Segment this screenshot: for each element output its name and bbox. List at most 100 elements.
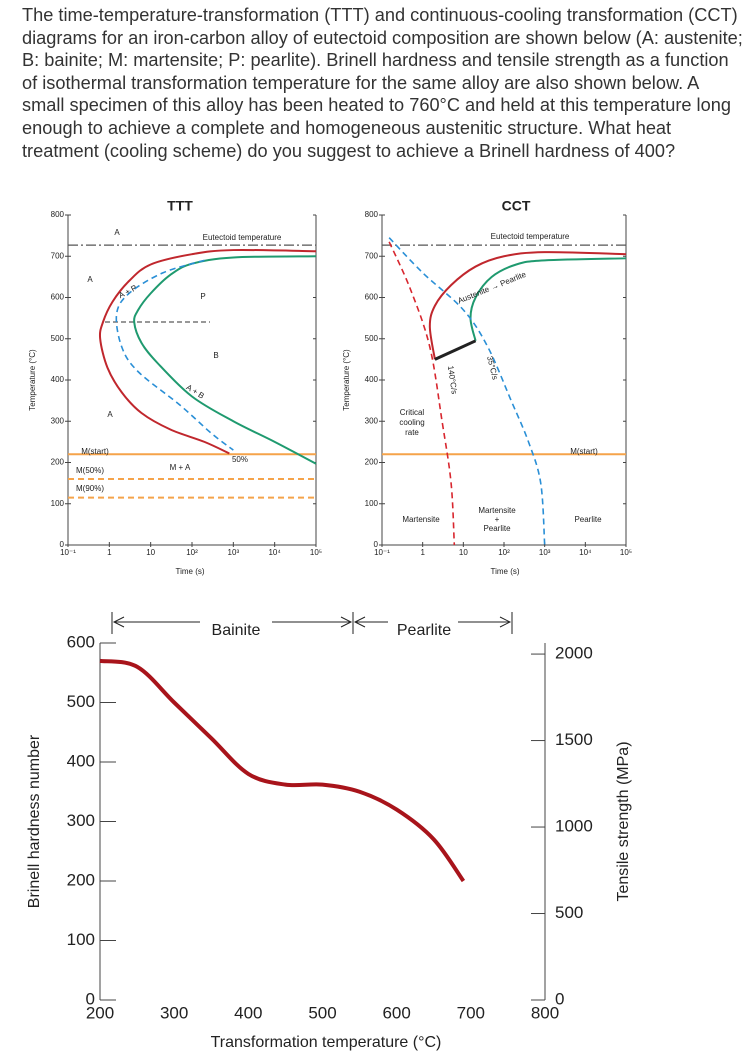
annotation: M(start): [81, 447, 109, 456]
curve: [388, 241, 456, 546]
annotation: B: [213, 351, 218, 360]
x-tick-label: 10⁵: [620, 548, 632, 557]
y-tick-label: 200: [365, 458, 379, 467]
annotation: Austenite → Pearlite: [456, 270, 527, 306]
curve: [469, 257, 627, 342]
x-tick-label: 1: [107, 548, 112, 557]
y-tick-label: 200: [67, 870, 95, 889]
y-tick-label: 800: [365, 210, 379, 219]
question: The time-temperature-transformation (TTT…: [22, 5, 743, 161]
y-tick-label: 600: [365, 293, 379, 302]
x-tick-label: 600: [382, 1003, 410, 1022]
x-tick-label: 700: [457, 1003, 485, 1022]
y-tick-label: 0: [86, 989, 95, 1008]
x-tick-label: 400: [234, 1003, 262, 1022]
annotation: A: [107, 410, 113, 419]
annotation: A + P: [117, 283, 138, 300]
y-tick-label: 600: [51, 293, 65, 302]
annotation: A: [87, 275, 93, 284]
y2-tick-label: 500: [555, 903, 583, 922]
x-tick-label: 1: [420, 548, 425, 557]
x-tick-label: 10: [459, 548, 468, 557]
x-tick-label: 300: [160, 1003, 188, 1022]
curve: [388, 237, 546, 546]
range-label: Bainite: [212, 622, 261, 639]
annotation: M(90%): [76, 484, 104, 493]
curve: [98, 248, 317, 455]
annotation: Eutectoid temperature: [203, 233, 282, 242]
y-tick-label: 800: [51, 210, 65, 219]
y-tick-label: 700: [365, 251, 379, 260]
y2-axis-label: Tensile strength (MPa): [615, 741, 632, 901]
y-tick-label: 500: [365, 334, 379, 343]
x-tick-label: 10: [146, 548, 155, 557]
x-tick-label: 10³: [228, 548, 240, 557]
range-arrows: [111, 612, 513, 634]
annotation: 35°C/s: [485, 355, 500, 381]
y-tick-label: 100: [51, 499, 65, 508]
chart-title: CCT: [502, 198, 531, 214]
x-tick-label: 500: [308, 1003, 336, 1022]
annotation: Martensite: [478, 506, 516, 515]
y-axis-label: Temperature (°C): [28, 349, 37, 411]
y-tick-label: 300: [365, 416, 379, 425]
y-tick-label: 0: [60, 540, 65, 549]
annotation: rate: [405, 428, 419, 437]
x-tick-label: 10³: [539, 548, 551, 557]
y-tick-label: 700: [51, 251, 65, 260]
x-tick-label: 10⁻¹: [60, 548, 76, 557]
annotation: Eutectoid temperature: [491, 232, 570, 241]
annotation: 140°C/s: [446, 365, 459, 395]
y2-tick-label: 1500: [555, 730, 593, 749]
y-tick-label: 500: [51, 334, 65, 343]
x-tick-label: 10²: [186, 548, 198, 557]
annotation: Critical: [400, 408, 425, 417]
y-tick-label: 400: [51, 375, 65, 384]
annotation: A: [114, 228, 120, 237]
annotation: +: [495, 515, 500, 524]
annotation: M(50%): [76, 466, 104, 475]
curve: [133, 255, 317, 465]
curve: [428, 251, 627, 360]
y-axis-label: Brinell hardness number: [26, 734, 43, 908]
annotation: Martensite: [402, 515, 440, 524]
y2-tick-label: 0: [555, 989, 564, 1008]
chart-title: TTT: [167, 198, 193, 214]
x-tick-label: 200: [86, 1003, 114, 1022]
y-tick-label: 100: [365, 499, 379, 508]
x-tick-label: 10⁵: [310, 548, 322, 557]
curve: [434, 339, 477, 361]
x-tick-label: 10⁻¹: [374, 548, 390, 557]
annotation: Pearlite: [574, 515, 602, 524]
x-tick-label: 10⁴: [268, 548, 281, 557]
y2-tick-label: 2000: [555, 644, 593, 663]
x-axis-label: Time (s): [175, 567, 204, 576]
x-axis-label: Time (s): [490, 567, 519, 576]
y-tick-label: 300: [51, 416, 65, 425]
y-axis-label: Temperature (°C): [342, 349, 351, 411]
x-axis-label: Transformation temperature (°C): [211, 1034, 442, 1051]
x-tick-label: 10⁴: [579, 548, 592, 557]
y-tick-label: 0: [374, 540, 379, 549]
y-tick-label: 100: [67, 930, 95, 949]
curve: [99, 658, 466, 883]
y-tick-label: 300: [67, 811, 95, 830]
y-tick-label: 400: [67, 751, 95, 770]
annotation: M + A: [170, 463, 191, 472]
x-tick-label: 10²: [498, 548, 510, 557]
y-tick-label: 500: [67, 692, 95, 711]
annotation: 50%: [232, 455, 248, 464]
annotation: P: [200, 292, 205, 301]
x-tick-label: 800: [531, 1003, 559, 1022]
y-tick-label: 200: [51, 458, 65, 467]
annotation: Pearlite: [483, 524, 511, 533]
annotation: cooling: [399, 418, 424, 427]
annotation: M(start): [570, 447, 598, 456]
curve: [115, 259, 234, 451]
y-tick-label: 400: [365, 375, 379, 384]
range-label: Pearlite: [397, 622, 451, 639]
y-tick-label: 600: [67, 632, 95, 651]
y2-tick-label: 1000: [555, 817, 593, 836]
